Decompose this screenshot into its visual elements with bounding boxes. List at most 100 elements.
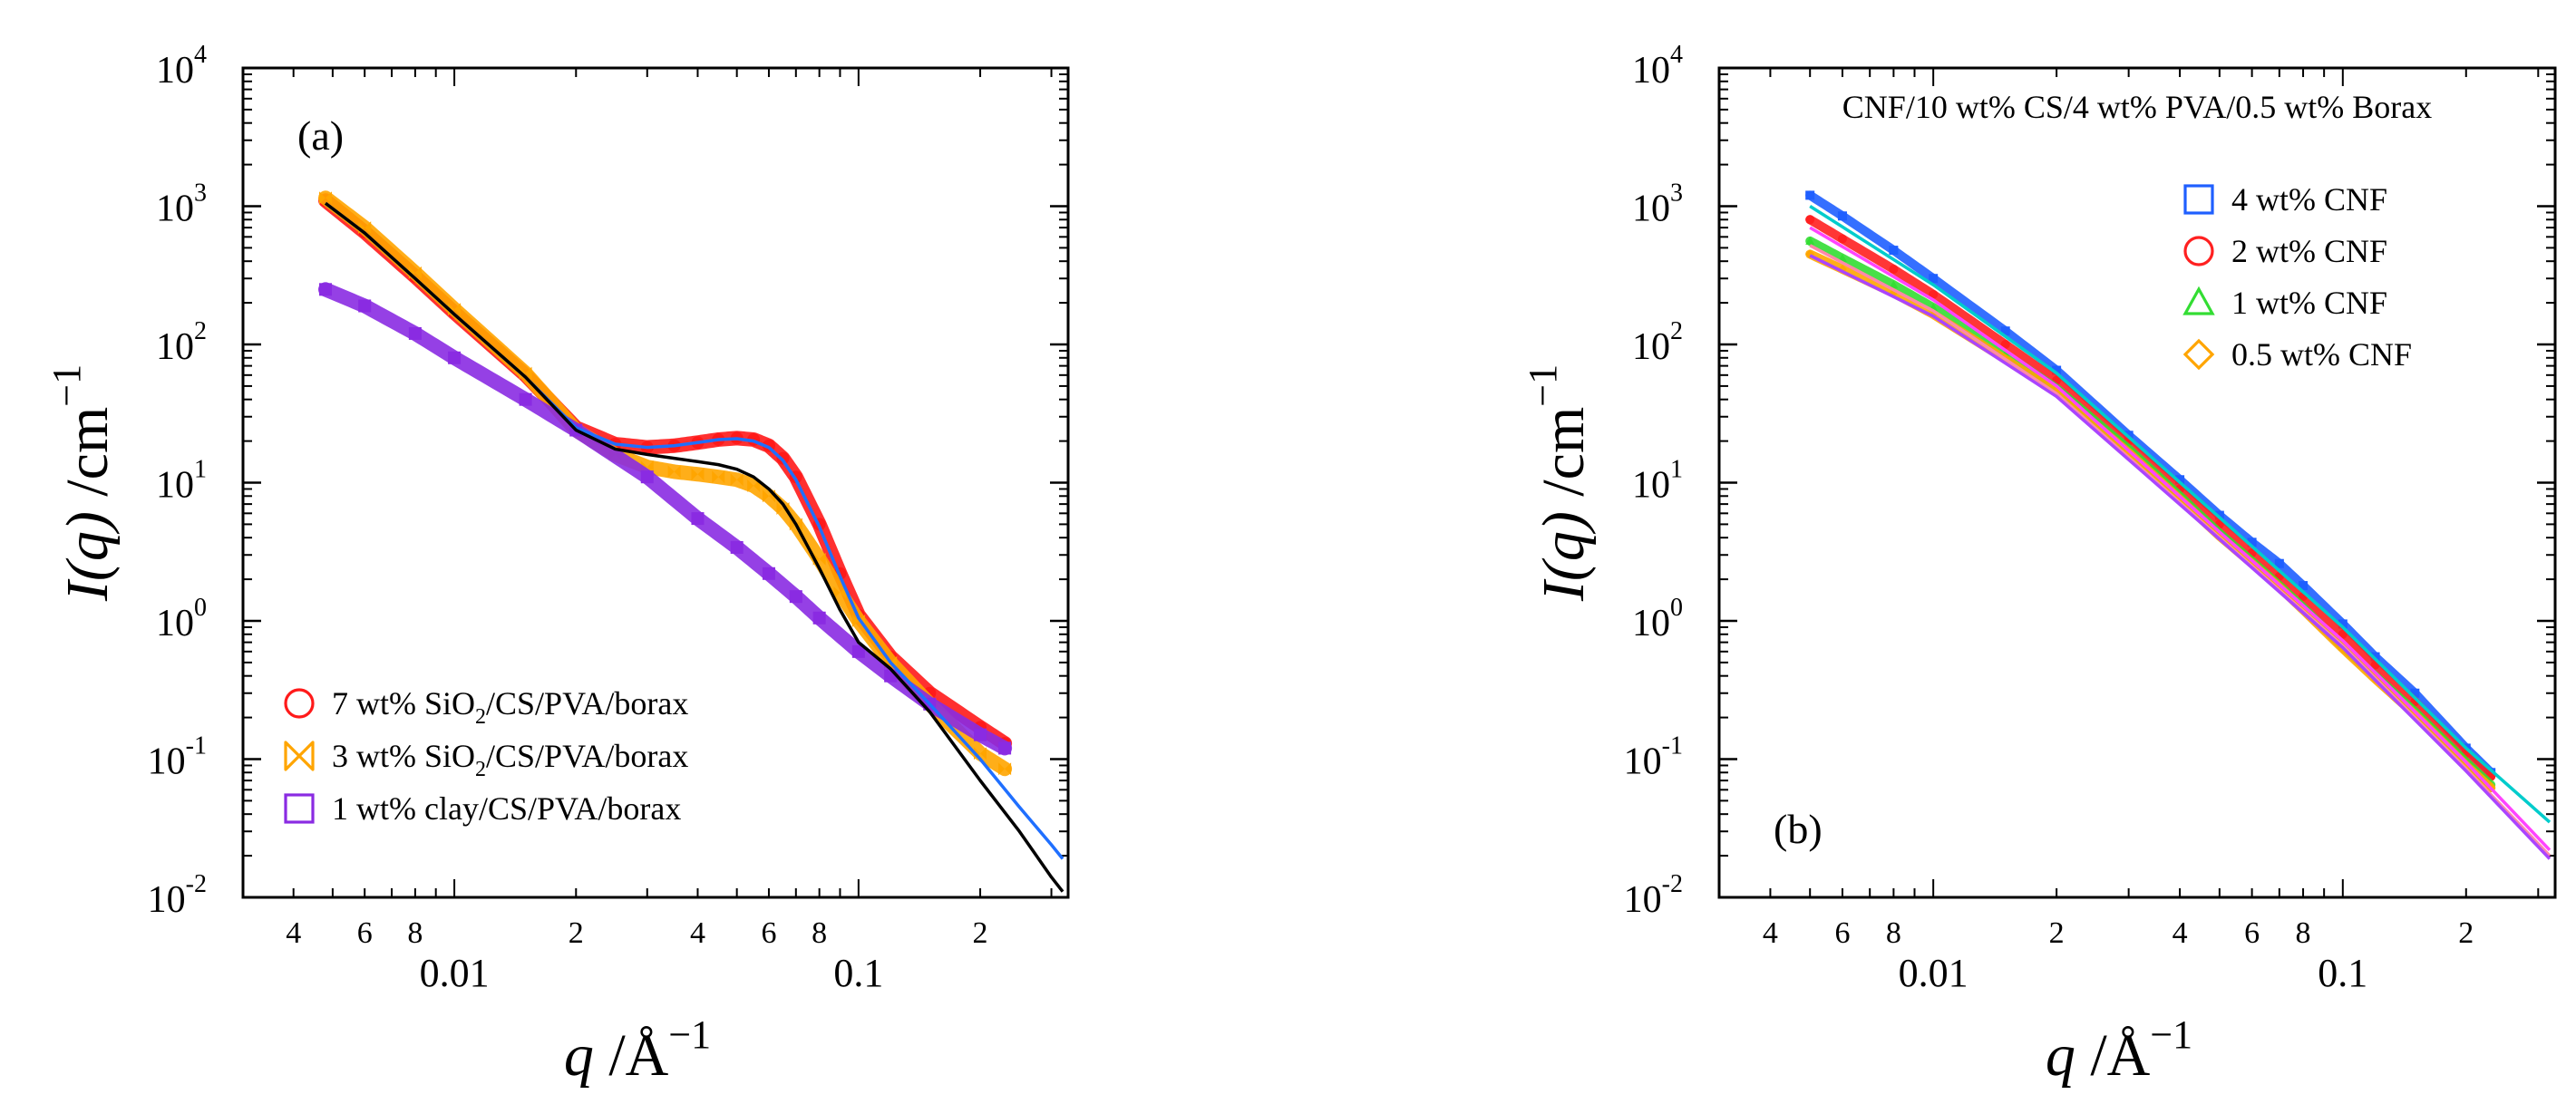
x-tick-label: 4 <box>1763 916 1778 950</box>
x-tick-label: 4 <box>2173 916 2188 950</box>
data-point <box>1889 246 1899 256</box>
data-point <box>1805 215 1815 225</box>
data-point <box>2175 475 2185 485</box>
x-tick-label: 0.01 <box>420 951 490 995</box>
data-point <box>974 728 987 741</box>
x-tick-label: 4 <box>286 916 301 950</box>
data-point <box>519 392 532 406</box>
x-tick-label: 6 <box>2244 916 2260 950</box>
data-point <box>2247 537 2257 547</box>
y-tick-label: 100 <box>156 594 207 644</box>
legend-label: 4 wt% CNF <box>2231 181 2387 218</box>
data-point <box>2052 365 2062 375</box>
series-band <box>1805 249 2496 793</box>
y-tick-label: 10-1 <box>148 732 207 783</box>
data-point <box>691 512 705 526</box>
x-tick-label: 2 <box>569 916 584 950</box>
data-point <box>640 470 654 484</box>
x-tick-label: 8 <box>812 916 827 950</box>
y-tick-label: 104 <box>156 41 207 92</box>
series-2 <box>1805 236 2496 790</box>
data-point <box>691 468 705 481</box>
y-tick-label: 103 <box>1632 179 1683 230</box>
data-point <box>2338 619 2348 629</box>
data-point <box>1837 211 1847 221</box>
legend-marker <box>2182 286 2215 315</box>
data-point <box>358 299 372 313</box>
y-tick-label: 101 <box>156 456 207 507</box>
x-tick-label: 0.01 <box>1899 951 1968 995</box>
data-point <box>789 590 802 604</box>
legend-marker <box>2182 338 2215 371</box>
x-tick-label: 6 <box>357 916 373 950</box>
data-point <box>730 473 744 487</box>
y-tick-label: 102 <box>156 317 207 368</box>
data-point <box>851 644 865 658</box>
data-point <box>747 479 761 492</box>
series-3 <box>1805 249 2496 793</box>
data-point <box>1929 289 1939 299</box>
data-point <box>998 741 1012 755</box>
y-tick-label: 100 <box>1632 594 1683 644</box>
data-point <box>2000 340 2010 349</box>
x-tick-label: 8 <box>2296 916 2311 950</box>
legend-label: 1 wt% CNF <box>2231 285 2387 321</box>
data-point <box>2299 581 2309 591</box>
fit-line-0 <box>1809 205 2552 824</box>
fit-line-1 <box>324 201 1064 893</box>
data-point <box>1889 265 1899 275</box>
data-point <box>318 191 332 205</box>
data-point <box>762 567 775 580</box>
data-point <box>408 326 422 340</box>
series-1 <box>1805 215 2496 781</box>
data-point <box>318 283 332 296</box>
series-band <box>317 282 1013 756</box>
data-point <box>998 762 1012 776</box>
legend-label: 7 wt% SiO2/CS/PVA/borax <box>332 685 688 729</box>
legend-label: 0.5 wt% CNF <box>2231 336 2412 373</box>
y-tick-label: 10-1 <box>1624 732 1683 783</box>
legend-marker <box>2183 236 2214 266</box>
data-point <box>730 540 744 554</box>
legend-marker <box>284 793 315 824</box>
legend-marker <box>284 688 315 719</box>
fit-line-3 <box>1809 254 2552 860</box>
x-tick-label: 8 <box>407 916 423 950</box>
legend: 7 wt% SiO2/CS/PVA/borax 3 wt% SiO2/CS/PVA… <box>284 685 688 827</box>
series-2 <box>317 282 1013 756</box>
y-axis-title: I(q) /cm−1 <box>1521 364 1597 602</box>
fit-line-2 <box>1809 244 2552 857</box>
data-point <box>1837 234 1847 244</box>
y-tick-label: 101 <box>1632 456 1683 507</box>
data-point <box>1889 280 1899 289</box>
x-tick-label: 2 <box>973 916 988 950</box>
data-point <box>812 611 826 625</box>
data-point <box>1929 274 1939 284</box>
y-axis-title: I(q) /cm−1 <box>44 364 121 602</box>
x-tick-label: 6 <box>761 916 776 950</box>
x-axis-title: q /Å−1 <box>564 1012 711 1089</box>
legend-label: 1 wt% clay/CS/PVA/borax <box>332 790 681 827</box>
series-band <box>1805 236 2496 790</box>
x-tick-label: 2 <box>2049 916 2065 950</box>
y-tick-label: 10-2 <box>148 870 207 921</box>
data-point <box>2410 688 2420 698</box>
panel-title: CNF/10 wt% CS/4 wt% PVA/0.5 wt% Borax <box>1842 89 2432 125</box>
data-point <box>833 586 847 599</box>
x-tick-label: 0.1 <box>833 951 883 995</box>
data-point <box>448 351 462 364</box>
panel-label: (a) <box>297 112 344 159</box>
legend-label: 2 wt% CNF <box>2231 233 2387 269</box>
x-tick-label: 6 <box>1834 916 1850 950</box>
y-tick-label: 102 <box>1632 317 1683 368</box>
x-tick-label: 0.1 <box>2318 951 2367 995</box>
legend-marker <box>2183 184 2214 215</box>
y-tick-label: 103 <box>156 179 207 230</box>
x-axis-title: q /Å−1 <box>2046 1012 2192 1089</box>
legend-marker <box>284 741 315 771</box>
x-tick-label: 8 <box>1886 916 1901 950</box>
y-tick-label: 104 <box>1632 41 1683 92</box>
fit-line-1 <box>1809 226 2552 851</box>
